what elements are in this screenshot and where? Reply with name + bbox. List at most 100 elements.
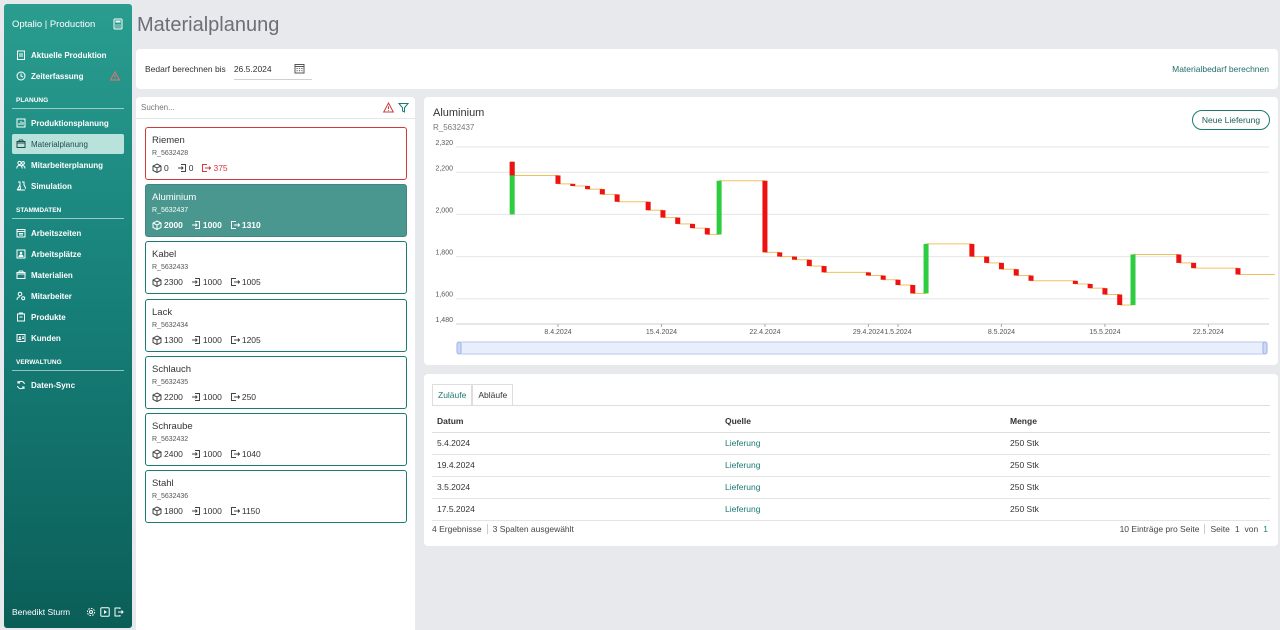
material-list-panel: Riemen R_5632428 0 0 375 Aluminium R_5632437 20… (136, 97, 415, 630)
entries-per-page[interactable]: 10 Einträge pro Seite (1119, 524, 1200, 534)
material-card[interactable]: Schraube R_5632432 2400 1000 1040 (145, 413, 407, 466)
table-row[interactable]: 5.4.2024 Lieferung 250 Stk (432, 432, 1270, 455)
cell-quelle-link[interactable]: Lieferung (720, 432, 1005, 455)
tab-zulaeufe[interactable]: Zuläufe (432, 384, 473, 406)
column-header-quelle[interactable]: Quelle (720, 410, 1005, 433)
table-row[interactable]: 3.5.2024 Lieferung 250 Stk (432, 476, 1270, 499)
y-tick-label: 2,320 (435, 140, 453, 147)
calculate-demand-link[interactable]: Materialbedarf berechnen (1172, 64, 1269, 74)
calendar-icon[interactable] (294, 63, 305, 74)
range-handle-right (1262, 341, 1268, 355)
material-card[interactable]: Schlauch R_5632435 2200 1000 250 (145, 355, 407, 409)
decrease-bar (1191, 262, 1197, 269)
stock-value: 1800 (164, 506, 183, 517)
decrease-bar (821, 266, 827, 273)
play-icon[interactable] (100, 607, 110, 617)
package-icon (152, 220, 162, 231)
material-card[interactable]: Riemen R_5632428 0 0 375 (145, 127, 407, 180)
decrease-bar (880, 275, 886, 280)
outgoing-value: 375 (213, 163, 228, 173)
app-title: Optalio | Production (12, 18, 96, 30)
sidebar-item-simulation[interactable]: Simulation (12, 176, 124, 196)
divider (12, 108, 124, 109)
incoming-value: 0 (188, 163, 194, 173)
material-card-code: R_5632428 (152, 150, 189, 157)
warning-filter-icon[interactable] (383, 102, 394, 113)
date-input[interactable] (233, 63, 294, 74)
outgoing-value: 1150 (241, 506, 261, 517)
sidebar-item-materialplanung[interactable]: Materialplanung (12, 134, 124, 154)
column-header-menge[interactable]: Menge (1005, 410, 1270, 433)
x-tick-label: 29.4.2024 (853, 329, 884, 336)
range-handle-left (456, 341, 462, 355)
sync-icon (17, 380, 25, 390)
page-total[interactable]: 1 (1263, 524, 1268, 534)
decrease-bar (1087, 283, 1093, 289)
table-row[interactable]: 19.4.2024 Lieferung 250 Stk (432, 454, 1270, 477)
outgoing-icon (230, 392, 240, 401)
sidebar-item-arbeitszeiten[interactable]: Arbeitszeiten (12, 223, 124, 243)
sidebar-item-produktionsplanung[interactable]: Produktionsplanung (12, 113, 124, 133)
page-label: Seite (1210, 524, 1230, 534)
filter-icon[interactable] (398, 102, 409, 113)
warning-icon (110, 71, 120, 81)
cell-datum: 19.4.2024 (432, 454, 720, 477)
sidebar-item-label: Aktuelle Produktion (31, 50, 107, 60)
date-toolbar: Bedarf berechnen bis Materialbedarf bere… (136, 49, 1278, 89)
page-of: von (1244, 524, 1259, 534)
range-navigator (458, 341, 1267, 355)
material-card-stats: 0 0 375 (152, 163, 400, 173)
outgoing-icon (230, 507, 240, 516)
material-card-stats: 1800 1000 1150 (152, 506, 400, 517)
date-field (233, 58, 312, 80)
x-tick-label: 8.4.2024 (544, 329, 571, 336)
outgoing-value: 250 (241, 391, 257, 402)
cell-menge: 250 Stk (1005, 498, 1270, 521)
product-icon (17, 312, 25, 322)
sidebar-item-mitarbeiter[interactable]: Mitarbeiter (12, 286, 124, 306)
sidebar-item-arbeitsplaetze[interactable]: Arbeitsplätze (12, 244, 124, 264)
material-card[interactable]: Stahl R_5632436 1800 1000 1150 (145, 470, 407, 524)
search-input[interactable] (141, 103, 379, 112)
sidebar-item-daten-sync[interactable]: Daten-Sync (12, 375, 124, 395)
x-tick-label: 22.4.2024 (749, 329, 780, 336)
cell-quelle-link[interactable]: Lieferung (720, 476, 1005, 499)
cell-quelle-link[interactable]: Lieferung (720, 498, 1005, 521)
x-tick-label: 1.5.2024 (884, 329, 911, 336)
package-icon (152, 392, 162, 402)
material-card[interactable]: Kabel R_5632433 2300 1000 1005 (145, 241, 407, 295)
column-header-datum[interactable]: Datum (432, 410, 720, 433)
material-card-code: R_5632435 (152, 378, 189, 386)
calculator-icon[interactable] (112, 18, 124, 30)
sidebar-item-aktuelle-produktion[interactable]: Aktuelle Produktion (12, 45, 124, 65)
cell-quelle-link[interactable]: Lieferung (720, 454, 1005, 477)
material-card[interactable]: Aluminium R_5632437 2000 1000 1310 (145, 184, 407, 238)
table-row[interactable]: 17.5.2024 Lieferung 250 Stk (432, 498, 1270, 521)
logout-icon[interactable] (114, 607, 124, 617)
sidebar-item-materialien[interactable]: Materialien (12, 265, 124, 285)
incoming-icon (177, 164, 186, 172)
sidebar-item-kunden[interactable]: Kunden (12, 328, 124, 348)
decrease-bar (509, 161, 515, 176)
sidebar-item-produkte[interactable]: Produkte (12, 307, 124, 327)
material-chart-panel: Aluminium R_5632437 Neue Lieferung 2,320… (424, 97, 1278, 365)
outgoing-value: 1040 (241, 449, 261, 459)
y-tick-label: 1,480 (435, 317, 453, 324)
people-icon (16, 160, 26, 169)
clipboard-icon (17, 50, 25, 60)
box-icon (16, 270, 26, 279)
decrease-bar (1102, 288, 1108, 295)
stock-chart: 2,320 2,200 2,000 1,800 1,600 1,480 8.4.2024 15… (435, 140, 1275, 355)
tab-ablaeufe[interactable]: Abläufe (472, 384, 514, 406)
sidebar-item-zeiterfassung[interactable]: Zeiterfassung (12, 66, 124, 86)
user-name: Benedikt Sturm (12, 607, 71, 617)
stock-value: 2200 (164, 391, 183, 402)
settings-icon[interactable] (86, 607, 96, 617)
new-delivery-button[interactable]: Neue Lieferung (1192, 110, 1270, 130)
sidebar-item-mitarbeiterplanung[interactable]: Mitarbeiterplanung (12, 155, 124, 175)
material-card[interactable]: Lack R_5632434 1300 1000 1205 (145, 298, 407, 352)
columns-selected[interactable]: 3 Spalten ausgewählt (492, 524, 574, 534)
stock-value: 2300 (164, 277, 183, 288)
sidebar-item-label: Materialien (31, 270, 73, 280)
sidebar-item-label: Mitarbeiterplanung (31, 160, 104, 170)
